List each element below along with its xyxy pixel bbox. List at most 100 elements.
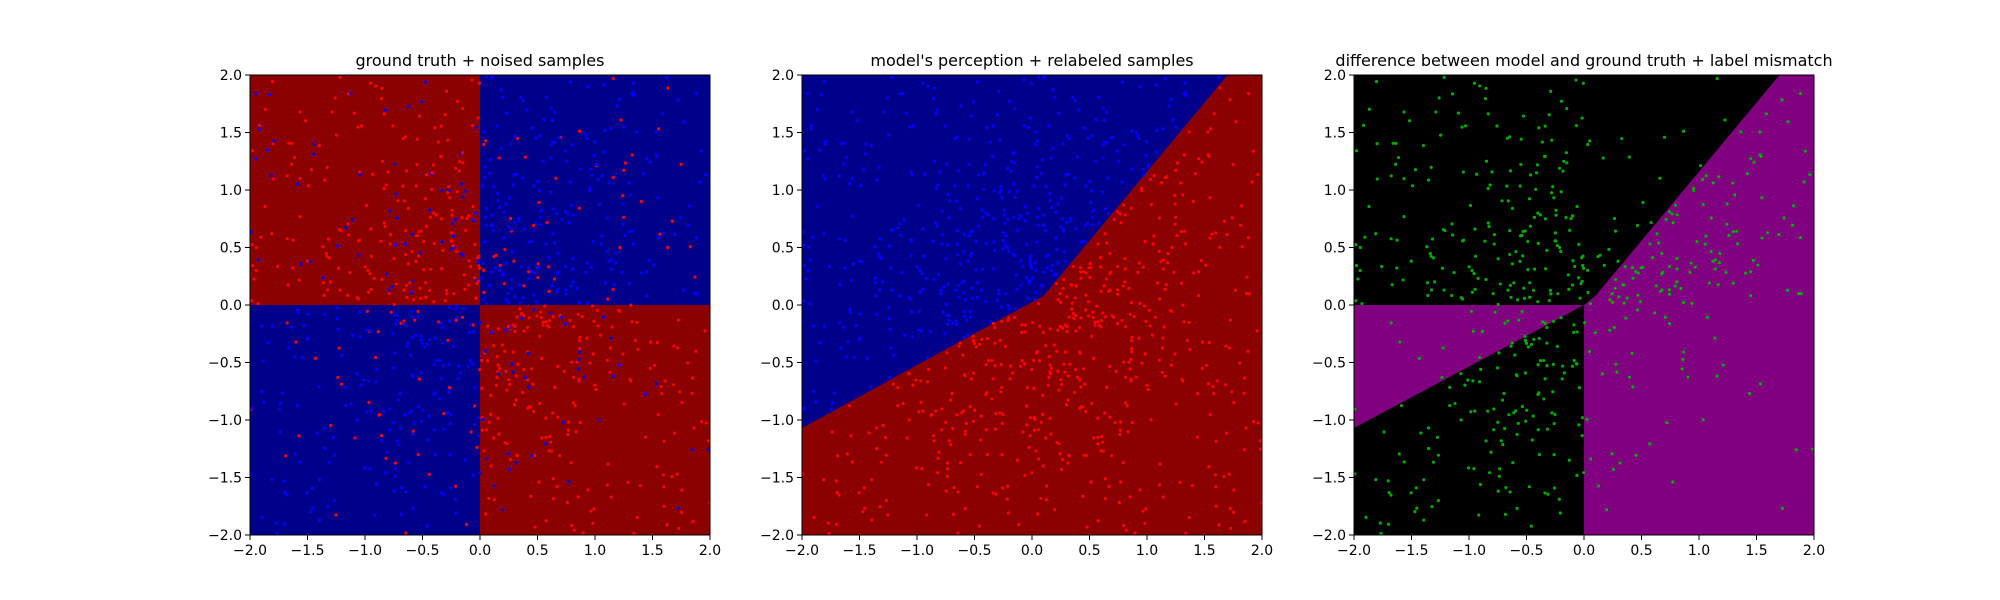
mismatch-sample-point [1504, 486, 1508, 490]
relabeled-sample-point [1140, 188, 1144, 193]
sample-point [259, 235, 263, 239]
relabeled-sample-point [926, 84, 930, 88]
relabeled-sample-point [1072, 176, 1077, 180]
relabeled-sample-point [1003, 243, 1007, 248]
relabeled-sample-point [932, 159, 937, 163]
relabeled-sample-point [1019, 330, 1024, 335]
sample-point [496, 199, 500, 203]
relabeled-sample-point [1001, 412, 1005, 416]
sample-point [420, 338, 424, 343]
sample-point [419, 334, 423, 338]
sample-point [291, 238, 295, 242]
mismatch-sample-point [1593, 330, 1597, 335]
relabeled-sample-point [898, 222, 902, 226]
mismatch-sample-point [1566, 273, 1570, 277]
mismatch-sample-point [1542, 358, 1546, 363]
relabeled-sample-point [1041, 270, 1046, 274]
relabeled-sample-point [1012, 216, 1016, 220]
sample-point [506, 324, 510, 329]
relabeled-sample-point [887, 133, 891, 137]
relabeled-sample-point [1059, 225, 1063, 229]
relabeled-sample-point [898, 293, 902, 298]
relabeled-sample-point [1002, 213, 1006, 217]
mismatch-sample-point [1495, 366, 1500, 370]
sample-point [351, 333, 355, 337]
relabeled-sample-point [1161, 336, 1165, 340]
mismatch-sample-point [1409, 259, 1413, 263]
sample-point [479, 276, 483, 280]
relabeled-sample-point [1022, 361, 1027, 366]
relabeled-sample-point [992, 189, 996, 193]
sample-point [453, 166, 458, 170]
sample-point [332, 498, 336, 503]
relabeled-sample-point [1085, 525, 1089, 529]
relabeled-sample-point [861, 509, 865, 514]
sample-point [603, 281, 608, 285]
sample-point [478, 368, 482, 372]
sample-point [359, 383, 363, 387]
sample-point [471, 330, 475, 334]
mismatch-sample-point [1525, 408, 1529, 412]
mismatch-sample-point [1715, 374, 1719, 378]
sample-point [656, 236, 660, 240]
relabeled-sample-point [852, 355, 856, 360]
sample-point [599, 242, 603, 246]
sample-point [452, 292, 456, 296]
relabeled-sample-point [1101, 311, 1105, 315]
sample-point [545, 220, 549, 225]
relabeled-sample-point [1045, 484, 1049, 488]
relabeled-sample-point [1208, 236, 1212, 240]
sample-point [469, 430, 473, 434]
relabeled-sample-point [1178, 480, 1182, 484]
sample-point [505, 388, 509, 392]
mismatch-sample-point [1379, 531, 1383, 535]
mismatch-sample-point [1531, 288, 1536, 292]
relabeled-sample-point [1085, 453, 1089, 457]
relabeled-sample-point [1095, 304, 1099, 308]
sample-point [384, 183, 388, 187]
mismatch-sample-point [1532, 215, 1536, 219]
sample-point [384, 471, 388, 475]
relabeled-sample-point [1056, 369, 1060, 373]
relabeled-sample-point [1078, 351, 1082, 356]
sample-point [447, 185, 451, 189]
sample-point [270, 79, 275, 84]
relabeled-sample-point [1013, 106, 1017, 111]
relabeled-sample-point [965, 318, 969, 322]
sample-point [439, 124, 443, 128]
sample-point [662, 504, 666, 508]
mismatch-sample-point [1675, 256, 1679, 261]
relabeled-sample-point [848, 307, 852, 312]
sample-point [329, 423, 333, 428]
sample-point [630, 229, 635, 233]
sample-point [256, 258, 260, 262]
relabeled-sample-point [1195, 435, 1199, 439]
sample-point [541, 320, 545, 324]
relabeled-sample-point [1072, 316, 1076, 320]
mismatch-sample-point [1516, 298, 1520, 302]
relabeled-sample-point [1034, 175, 1039, 180]
sample-point [571, 280, 575, 284]
sample-point [305, 259, 309, 263]
sample-point [542, 117, 546, 122]
mismatch-sample-point [1622, 301, 1626, 305]
sample-point [559, 315, 564, 319]
sample-point [250, 299, 254, 303]
sample-point [492, 343, 496, 348]
mismatch-sample-point [1662, 135, 1667, 139]
relabeled-sample-point [1005, 217, 1010, 221]
sample-point [285, 174, 289, 178]
relabeled-sample-point [839, 346, 843, 350]
sample-point [379, 239, 383, 243]
y-tick-label: 1.0 [1324, 183, 1346, 199]
sample-point [455, 190, 459, 194]
sample-point [349, 401, 353, 406]
relabeled-sample-point [1091, 310, 1095, 314]
mismatch-sample-point [1436, 453, 1440, 457]
mismatch-sample-point [1432, 256, 1436, 260]
relabeled-sample-point [1063, 183, 1068, 187]
relabeled-sample-point [994, 492, 998, 496]
relabeled-sample-point [1101, 106, 1105, 110]
mismatch-sample-point [1430, 504, 1434, 509]
relabeled-sample-point [966, 184, 970, 188]
